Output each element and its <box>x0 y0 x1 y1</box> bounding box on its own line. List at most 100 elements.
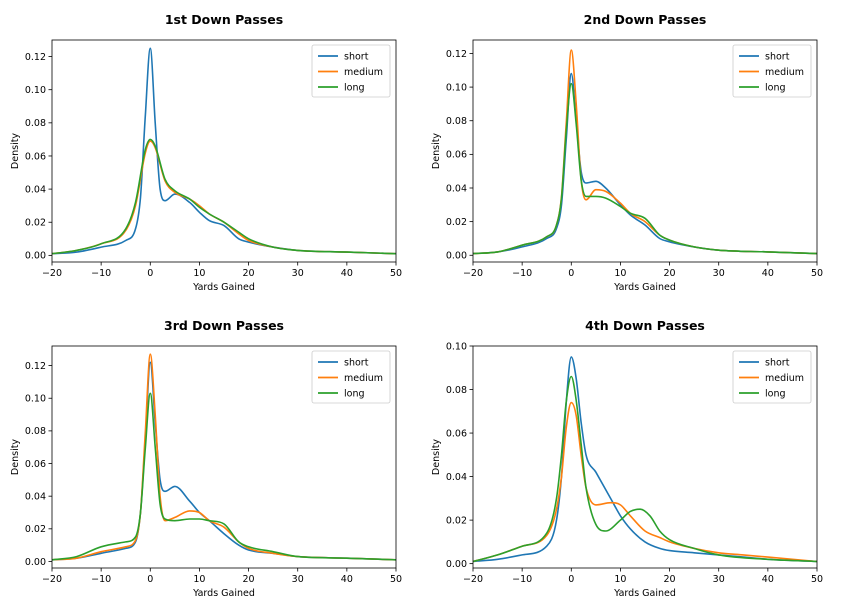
chart-svg: 2nd Down Passes −20 −10 0 10 20 30 40 50 0.00 0.02… <box>431 12 823 293</box>
series-line-short <box>473 356 817 563</box>
legend-label-medium: medium <box>765 67 804 78</box>
chart-svg: 4th Down Passes −20 −10 0 10 20 30 40 50 0.00 0.02… <box>431 318 823 599</box>
x-axis-label: Yards Gained <box>192 282 255 293</box>
x-axis-label: Yards Gained <box>613 282 676 293</box>
axes-frame <box>51 39 397 263</box>
x-tick-label: 50 <box>390 574 402 585</box>
x-axis-label: Yards Gained <box>613 588 676 599</box>
y-tick-label: 0.04 <box>446 472 467 483</box>
y-tick-label: 0.02 <box>446 217 467 228</box>
y-tick-label: 0.06 <box>446 150 467 161</box>
legend-label-short: short <box>765 51 790 62</box>
y-tick-label: 0.06 <box>25 151 46 162</box>
x-tick-label: −20 <box>42 268 62 279</box>
x-tick-label: 20 <box>664 268 676 279</box>
legend-label-long: long <box>765 82 786 93</box>
y-tick-label: 0.02 <box>25 218 46 229</box>
chart-4th-down: 4th Down Passes −20 −10 0 10 20 30 40 50 0.00 0.02… <box>421 306 842 616</box>
plot-area <box>473 49 817 255</box>
x-tick-label: 0 <box>568 574 574 585</box>
x-axis-label: Yards Gained <box>192 588 255 599</box>
x-tick-label: −10 <box>91 268 111 279</box>
axes-frame <box>51 345 397 569</box>
y-tick-label: 0.12 <box>446 49 467 60</box>
y-axis-label: Density <box>10 439 21 475</box>
legend-box <box>311 44 391 98</box>
x-tick-label: 30 <box>292 268 304 279</box>
x-tick-label: 0 <box>568 268 574 279</box>
x-tick-label: 10 <box>614 574 626 585</box>
legend-box <box>311 350 391 404</box>
y-tick-label: 0.00 <box>446 559 467 570</box>
legend: short medium long <box>732 44 812 98</box>
x-tick-label: 40 <box>341 268 353 279</box>
x-tick-label: 30 <box>713 574 725 585</box>
x-tick-label: 40 <box>341 574 353 585</box>
y-axis-label: Density <box>431 439 442 475</box>
plot-area <box>52 353 396 561</box>
chart-title: 4th Down Passes <box>585 318 705 333</box>
y-tick-label: 0.04 <box>25 184 46 195</box>
y-tick-label: 0.04 <box>446 183 467 194</box>
y-tick-label: 0.08 <box>446 116 467 127</box>
legend-label-short: short <box>344 51 369 62</box>
x-tick-label: 50 <box>811 574 823 585</box>
series-line-long <box>473 375 817 563</box>
x-tick-label: −10 <box>512 574 532 585</box>
y-tick-label: 0.10 <box>25 85 46 96</box>
x-tick-label: 50 <box>390 268 402 279</box>
x-tick-label: 30 <box>292 574 304 585</box>
y-axis-label: Density <box>431 133 442 169</box>
legend-box <box>732 44 812 98</box>
y-tick-label: 0.10 <box>446 82 467 93</box>
y-tick-label: 0.02 <box>25 524 46 535</box>
y-tick-label: 0.00 <box>25 557 46 568</box>
chart-1st-down: 1st Down Passes −20 −10 0 10 20 30 40 50 0.00 0.02… <box>0 0 421 310</box>
chart-title: 1st Down Passes <box>165 12 283 27</box>
chart-title: 2nd Down Passes <box>584 12 707 27</box>
series-line-long <box>52 138 396 255</box>
x-tick-label: 0 <box>147 268 153 279</box>
x-tick-label: 50 <box>811 268 823 279</box>
x-tick-label: 20 <box>243 268 255 279</box>
legend: short medium long <box>732 350 812 404</box>
chart-svg: 1st Down Passes −20 −10 0 10 20 30 40 50 0.00 0.02… <box>10 12 402 293</box>
x-tick-label: 0 <box>147 574 153 585</box>
plot-area <box>473 356 817 563</box>
axes-frame <box>472 345 818 569</box>
y-tick-label: 0.06 <box>446 428 467 439</box>
legend-label-long: long <box>344 388 365 399</box>
legend-label-short: short <box>344 357 369 368</box>
legend: short medium long <box>311 44 391 98</box>
series-line-long <box>473 82 817 255</box>
series-line-long <box>52 392 396 561</box>
legend-label-short: short <box>765 357 790 368</box>
chart-title: 3rd Down Passes <box>164 318 284 333</box>
x-tick-label: 10 <box>193 268 205 279</box>
y-tick-label: 0.04 <box>25 491 46 502</box>
series-line-short <box>473 72 817 255</box>
x-tick-label: 30 <box>713 268 725 279</box>
y-axis-label: Density <box>10 133 21 169</box>
y-tick-label: 0.02 <box>446 515 467 526</box>
plot-area <box>52 47 396 255</box>
y-tick-label: 0.08 <box>25 118 46 129</box>
y-tick-label: 0.12 <box>25 361 46 372</box>
y-tick-label: 0.06 <box>25 459 46 470</box>
x-tick-label: −10 <box>512 268 532 279</box>
chart-3rd-down: 3rd Down Passes −20 −10 0 10 20 30 40 50 0.00 0.02… <box>0 306 421 616</box>
legend: short medium long <box>311 350 391 404</box>
x-tick-label: 10 <box>614 268 626 279</box>
y-tick-label: 0.12 <box>25 52 46 63</box>
legend-label-medium: medium <box>765 373 804 384</box>
legend-label-medium: medium <box>344 67 383 78</box>
series-line-medium <box>52 140 396 255</box>
x-tick-label: 20 <box>243 574 255 585</box>
y-tick-label: 0.00 <box>446 251 467 262</box>
x-tick-label: −20 <box>463 574 483 585</box>
x-tick-label: 10 <box>193 574 205 585</box>
y-tick-label: 0.10 <box>446 341 467 352</box>
x-tick-label: 40 <box>762 268 774 279</box>
chart-2nd-down: 2nd Down Passes −20 −10 0 10 20 30 40 50 0.00 0.02… <box>421 0 842 310</box>
axes-frame <box>472 39 818 263</box>
